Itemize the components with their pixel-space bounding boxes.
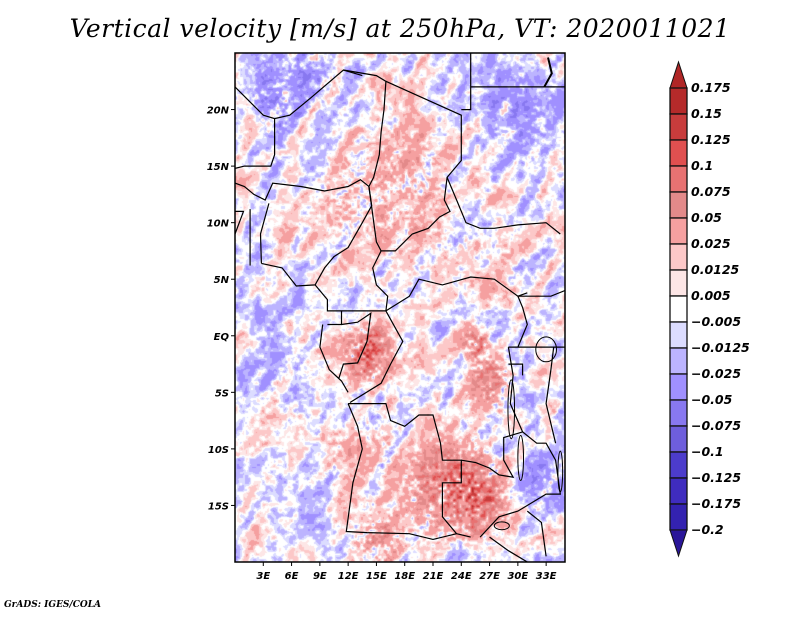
x-tick-label: 15E — [366, 571, 387, 582]
colorbar-swatch — [669, 269, 688, 297]
x-tick-label: 18E — [394, 571, 415, 582]
country-border — [235, 210, 245, 235]
velocity-field-container — [235, 53, 565, 562]
colorbar-label: 0.025 — [691, 236, 731, 251]
y-axis: 20N 15N 10N 5N EQ 5S 10S 15S — [207, 106, 235, 512]
country-borders — [235, 53, 565, 562]
colorbar-swatch — [669, 373, 688, 401]
colorbar-label: 0.1 — [691, 158, 713, 173]
colorbar-label: −0.0125 — [691, 340, 750, 355]
colorbar-swatch — [669, 477, 688, 505]
country-border — [517, 295, 528, 348]
country-border — [489, 536, 528, 562]
country-border — [235, 118, 276, 169]
colorbar-swatch — [669, 139, 688, 167]
chart-title: Vertical velocity [m/s] at 250hPa, VT: 2… — [69, 14, 731, 43]
colorbar-label: 0.05 — [691, 210, 722, 225]
colorbar-swatch — [669, 243, 688, 271]
country-border — [348, 403, 462, 535]
country-border — [261, 186, 373, 287]
y-tick-label: 5N — [214, 275, 230, 286]
lake-outline — [493, 521, 510, 531]
colorbar-label: 0.075 — [691, 184, 731, 199]
colorbar-label: −0.175 — [691, 496, 741, 511]
colorbar-label: −0.025 — [691, 366, 741, 381]
x-tick-label: 30E — [507, 571, 528, 582]
colorbar-label: −0.2 — [691, 522, 724, 537]
country-border — [526, 510, 547, 557]
y-tick-label: 5S — [215, 388, 229, 399]
x-tick-label: 9E — [313, 571, 327, 582]
x-tick-label: 6E — [285, 571, 299, 582]
grads-credit: GrADS: IGES/COLA — [4, 600, 102, 610]
colorbar: 0.175 0.15 0.125 0.1 0.075 0.05 0.025 0.0125 0.0… — [669, 60, 750, 558]
lake-outline — [557, 450, 564, 493]
x-tick-label: 21E — [423, 571, 444, 582]
colorbar-label: 0.15 — [691, 106, 722, 121]
colorbar-swatch — [669, 87, 688, 115]
y-tick-label: EQ — [214, 332, 230, 343]
country-border — [508, 363, 524, 376]
colorbar-swatch — [669, 217, 688, 245]
colorbar-label: −0.075 — [691, 418, 741, 433]
colorbar-bottom-triangle — [669, 529, 688, 558]
y-tick-label: 10S — [208, 445, 229, 456]
colorbar-swatch — [669, 191, 688, 219]
country-border — [479, 431, 561, 538]
colorbar-swatch — [669, 295, 688, 323]
lake-outline — [517, 434, 525, 482]
colorbar-top-triangle — [669, 60, 688, 89]
colorbar-swatch — [669, 503, 688, 531]
colorbar-swatch — [669, 321, 688, 349]
country-border — [259, 203, 270, 264]
country-border — [349, 310, 404, 404]
colorbar-label: −0.05 — [691, 392, 733, 407]
y-tick-label: 15S — [208, 501, 229, 512]
colorbar-swatch — [669, 113, 688, 141]
colorbar-label: 0.005 — [691, 288, 731, 303]
colorbar-swatch — [669, 347, 688, 375]
colorbar-label: 0.175 — [691, 80, 731, 95]
x-tick-label: 27E — [479, 571, 500, 582]
country-border — [235, 69, 387, 201]
y-tick-label: 15N — [207, 162, 230, 173]
x-tick-label: 33E — [536, 571, 557, 582]
colorbar-swatch — [669, 451, 688, 479]
x-tick-label: 12E — [338, 571, 359, 582]
colorbar-label: −0.125 — [691, 470, 741, 485]
x-tick-label: 24E — [451, 571, 472, 582]
country-border — [319, 324, 349, 393]
colorbar-label: −0.1 — [691, 444, 724, 459]
lake-outline — [535, 336, 558, 363]
colorbar-swatch — [669, 399, 688, 427]
country-border — [446, 177, 561, 235]
colorbar-label: 0.125 — [691, 132, 731, 147]
country-border — [338, 311, 372, 379]
lake-outline — [507, 379, 516, 440]
lake-nasser — [543, 57, 553, 88]
country-border — [461, 347, 524, 478]
country-border — [545, 347, 557, 444]
x-axis: 3E 6E 9E 12E 15E 18E 21E 24E 27E 30E 33E — [256, 562, 557, 582]
x-tick-label: 3E — [256, 571, 270, 582]
country-border — [517, 289, 565, 297]
colorbar-swatch — [669, 425, 688, 453]
colorbar-label: −0.005 — [691, 314, 741, 329]
colorbar-swatch — [669, 165, 688, 193]
country-border — [385, 276, 528, 312]
colorbar-label: 0.0125 — [691, 262, 740, 277]
country-border — [314, 250, 389, 312]
country-border — [461, 53, 472, 111]
y-tick-label: 20N — [207, 106, 230, 117]
country-border — [345, 403, 471, 541]
map-frame — [234, 52, 566, 563]
velocity-field-heatmap — [235, 53, 565, 562]
y-tick-label: 10N — [207, 219, 230, 230]
